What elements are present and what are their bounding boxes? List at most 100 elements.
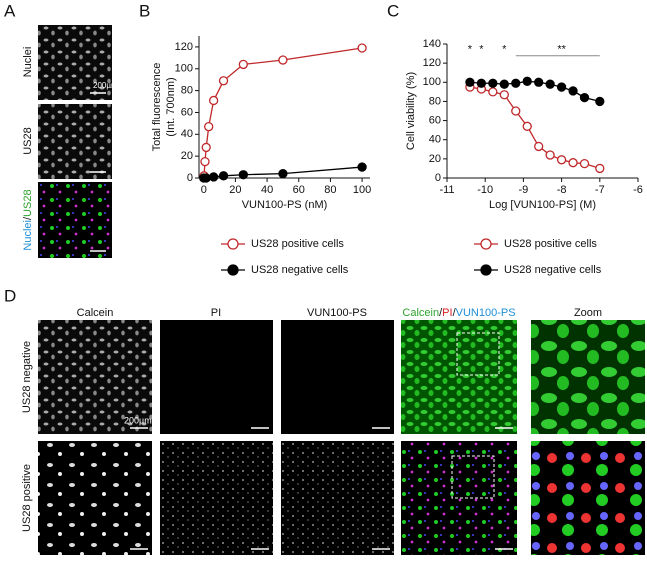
micrograph [531, 320, 645, 434]
x-tick-label: 40 [261, 184, 273, 196]
micrograph [401, 441, 517, 555]
data-point [522, 121, 532, 131]
data-point [476, 78, 487, 88]
data-point [595, 163, 605, 174]
y-tick-label: 40 [181, 128, 193, 140]
y-tick-label: 20 [429, 153, 441, 165]
column-label: PI [211, 307, 221, 319]
label-part: / [22, 216, 34, 220]
micrograph [38, 25, 112, 100]
y-tick-label: 80 [181, 85, 193, 97]
data-point [545, 79, 555, 89]
data-point [201, 142, 211, 153]
row-label: US28 [22, 127, 34, 155]
significance: * [502, 44, 507, 56]
legend-marker [227, 238, 239, 250]
x-axis-label: VUN100-PS (nM) [242, 199, 328, 211]
y-tick-label: 60 [181, 106, 193, 118]
panel-label: A [4, 1, 16, 20]
legend-label: US28 negative cells [504, 264, 602, 276]
zoom-box [456, 332, 500, 376]
y-axis-label: (Int. 700nm) [165, 77, 177, 136]
x-tick-label: 60 [293, 184, 305, 196]
y-tick-label: 0 [187, 172, 193, 184]
row-label: US28 positive [21, 464, 33, 532]
column-label: Zoom [574, 307, 602, 319]
x-axis-label: Log [VUN100-PS] (M) [489, 199, 596, 211]
x-tick-label: -9 [519, 184, 529, 196]
micrograph [281, 441, 394, 555]
scale-label: 200µm [124, 415, 152, 425]
data-point [201, 173, 211, 183]
legend-marker [227, 264, 239, 276]
y-tick-label: 80 [429, 95, 441, 107]
data-point [465, 77, 475, 87]
data-point [218, 76, 229, 86]
column-label: Calcein [77, 307, 114, 319]
data-point [568, 86, 578, 96]
legend-marker [480, 238, 492, 250]
label-part: / [453, 307, 457, 319]
y-axis-label: Cell viability (%) [405, 72, 417, 150]
data-point [499, 79, 509, 89]
scale-bars [130, 427, 513, 550]
data-point [208, 172, 219, 182]
x-tick-label: -7 [595, 184, 605, 196]
legend-label: US28 positive cells [251, 238, 344, 250]
label-part: PI [442, 307, 452, 319]
row-label: Nuclei [22, 47, 34, 78]
data-point [579, 92, 590, 103]
y-tick-label: 120 [175, 41, 193, 53]
column-label: Calcein/PI/VUN100-PS [402, 307, 515, 319]
x-tick-label: 0 [201, 184, 207, 196]
panel-label: D [4, 286, 16, 305]
label-part: / [439, 307, 443, 319]
y-tick-label: 100 [175, 63, 193, 75]
legend-label: US28 positive cells [504, 238, 597, 250]
data-point [511, 106, 521, 116]
y-tick-label: 20 [181, 150, 193, 162]
data-point [579, 158, 590, 169]
data-point [534, 77, 544, 87]
data-point [208, 95, 219, 106]
x-tick-label: -11 [439, 184, 454, 196]
y-tick-label: 120 [423, 57, 441, 69]
data-point [488, 87, 498, 97]
legend-label: US28 negative cells [251, 264, 349, 276]
x-tick-label: 100 [353, 184, 371, 196]
data-point [200, 156, 210, 167]
panel-label: B [139, 1, 150, 20]
y-tick-label: 140 [423, 38, 441, 50]
data-point [238, 59, 248, 70]
data-point [595, 96, 605, 107]
data-point [357, 162, 367, 172]
x-tick-label: -10 [477, 184, 493, 196]
y-tick-label: 0 [435, 172, 441, 184]
label-part: US28 [22, 189, 34, 217]
data-point [534, 141, 544, 152]
x-tick-label: -8 [557, 184, 567, 196]
y-tick-label: 100 [423, 76, 441, 88]
data-point [357, 43, 367, 53]
legend-marker [480, 264, 492, 276]
column-label: VUN100-PS [307, 307, 367, 319]
data-point [488, 78, 498, 88]
micrograph [160, 441, 273, 555]
micrograph [38, 104, 112, 179]
label-part: Calcein [402, 307, 439, 319]
micrograph [160, 320, 273, 434]
significance: * [468, 44, 473, 56]
data-point [238, 170, 248, 180]
y-tick-label: 60 [429, 114, 441, 126]
row-label: US28 negative [21, 341, 33, 413]
data-point [218, 171, 229, 181]
micrograph [38, 182, 112, 258]
micrograph [38, 441, 152, 555]
data-point [556, 155, 567, 165]
series-line [203, 47, 363, 176]
data-point [545, 150, 555, 160]
data-point [568, 158, 578, 168]
micrograph [531, 441, 645, 555]
y-axis-label: Total fluorescence [151, 63, 163, 152]
